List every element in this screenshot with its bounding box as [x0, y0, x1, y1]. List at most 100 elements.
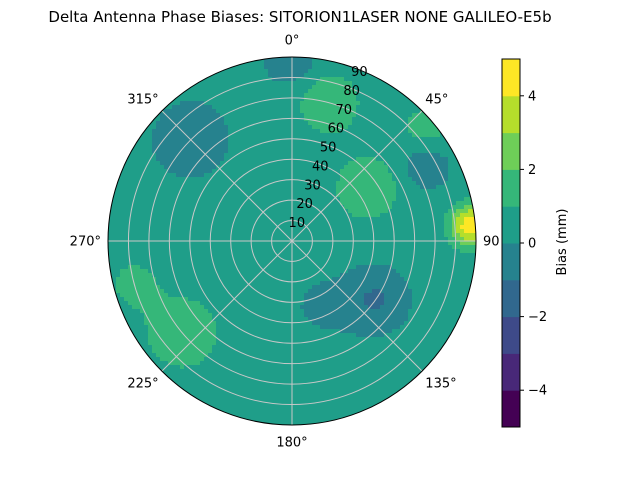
field-cell: [336, 153, 341, 158]
field-cell: [384, 129, 389, 134]
field-cell: [252, 173, 257, 178]
field-cell: [344, 241, 349, 246]
field-cell: [232, 133, 237, 138]
field-cell: [172, 241, 177, 246]
field-cell: [208, 85, 213, 90]
field-cell: [376, 213, 381, 218]
field-cell: [352, 253, 357, 258]
field-cell: [208, 117, 213, 122]
field-cell: [448, 193, 453, 198]
field-cell: [464, 201, 469, 206]
field-cell: [332, 229, 337, 234]
field-cell: [316, 101, 321, 106]
field-cell: [216, 73, 221, 78]
field-cell: [356, 205, 361, 210]
field-cell: [360, 181, 365, 186]
field-cell: [284, 173, 289, 178]
field-cell: [300, 85, 305, 90]
field-cell: [264, 149, 269, 154]
field-cell: [224, 293, 229, 298]
field-cell: [292, 117, 297, 122]
field-cell: [328, 65, 333, 70]
field-cell: [432, 289, 437, 294]
field-cell: [260, 161, 265, 166]
field-cell: [176, 181, 181, 186]
field-cell: [224, 93, 229, 98]
field-cell: [396, 213, 401, 218]
field-cell: [460, 245, 465, 250]
field-cell: [364, 173, 369, 178]
field-cell: [172, 305, 177, 310]
field-cell: [192, 145, 197, 150]
field-cell: [332, 273, 337, 278]
field-cell: [420, 261, 425, 266]
field-cell: [308, 109, 313, 114]
field-cell: [124, 265, 129, 270]
field-cell: [376, 157, 381, 162]
field-cell: [444, 153, 449, 158]
field-cell: [372, 165, 377, 170]
field-cell: [140, 165, 145, 170]
field-cell: [432, 213, 437, 218]
field-cell: [128, 157, 133, 162]
field-cell: [416, 193, 421, 198]
field-cell: [412, 281, 417, 286]
field-cell: [216, 305, 221, 310]
field-cell: [192, 237, 197, 242]
field-cell: [328, 301, 333, 306]
field-cell: [332, 305, 337, 310]
field-cell: [296, 193, 301, 198]
field-cell: [368, 273, 373, 278]
field-cell: [248, 297, 253, 302]
field-cell: [372, 265, 377, 270]
field-cell: [196, 289, 201, 294]
field-cell: [204, 189, 209, 194]
field-cell: [460, 229, 465, 234]
field-cell: [272, 277, 277, 282]
field-cell: [448, 289, 453, 294]
field-cell: [212, 273, 217, 278]
field-cell: [372, 93, 377, 98]
field-cell: [144, 305, 149, 310]
field-cell: [248, 113, 253, 118]
field-cell: [216, 209, 221, 214]
field-cell: [340, 165, 345, 170]
field-cell: [168, 233, 173, 238]
field-cell: [260, 305, 265, 310]
field-cell: [256, 225, 261, 230]
field-cell: [328, 281, 333, 286]
field-cell: [160, 217, 165, 222]
field-cell: [296, 205, 301, 210]
field-cell: [120, 273, 125, 278]
field-cell: [392, 181, 397, 186]
field-cell: [332, 57, 337, 62]
field-cell: [256, 161, 261, 166]
field-cell: [232, 85, 237, 90]
field-cell: [252, 73, 257, 78]
field-cell: [376, 77, 381, 82]
field-cell: [408, 229, 413, 234]
field-cell: [436, 137, 441, 142]
field-cell: [340, 141, 345, 146]
field-cell: [392, 289, 397, 294]
field-cell: [192, 133, 197, 138]
field-cell: [344, 121, 349, 126]
field-cell: [312, 149, 317, 154]
field-cell: [372, 181, 377, 186]
field-cell: [356, 201, 361, 206]
field-cell: [460, 241, 465, 246]
field-cell: [420, 197, 425, 202]
field-cell: [240, 297, 245, 302]
field-cell: [416, 229, 421, 234]
field-cell: [344, 173, 349, 178]
field-cell: [260, 117, 265, 122]
field-cell: [252, 137, 257, 142]
field-cell: [332, 185, 337, 190]
field-cell: [232, 129, 237, 134]
field-cell: [204, 241, 209, 246]
field-cell: [116, 201, 121, 206]
field-cell: [380, 161, 385, 166]
field-cell: [216, 145, 221, 150]
field-cell: [364, 301, 369, 306]
field-cell: [316, 97, 321, 102]
